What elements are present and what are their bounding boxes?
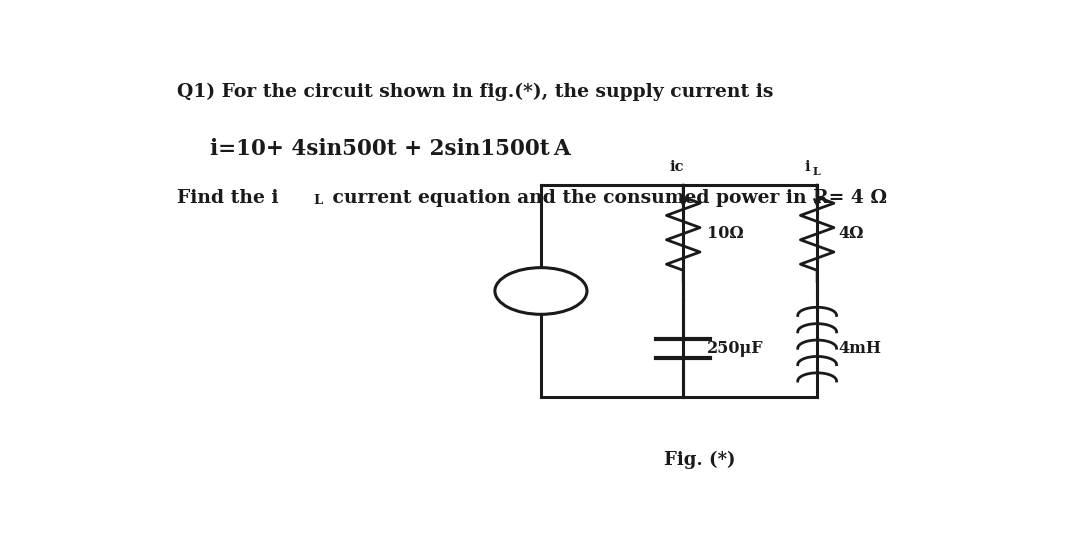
Text: 10Ω: 10Ω [706, 225, 743, 242]
Text: 250μF: 250μF [706, 340, 764, 356]
Text: L: L [812, 166, 820, 177]
Text: Q1) For the circuit shown in fig.(*), the supply current is: Q1) For the circuit shown in fig.(*), th… [177, 83, 773, 101]
Text: current equation and the consumed power in R= 4 Ω: current equation and the consumed power … [326, 189, 887, 207]
Text: L: L [313, 195, 323, 207]
Text: ic: ic [670, 160, 684, 174]
Text: 4Ω: 4Ω [838, 225, 864, 242]
Circle shape [495, 268, 588, 314]
Text: Find the i: Find the i [177, 189, 279, 207]
Text: i: i [510, 280, 517, 298]
Text: i=10+ 4sin500t + 2sin1500t: i=10+ 4sin500t + 2sin1500t [211, 138, 550, 160]
Text: i: i [805, 160, 810, 174]
Text: Fig. (*): Fig. (*) [664, 451, 735, 469]
Text: 4mH: 4mH [838, 340, 881, 356]
Text: A: A [554, 138, 570, 160]
